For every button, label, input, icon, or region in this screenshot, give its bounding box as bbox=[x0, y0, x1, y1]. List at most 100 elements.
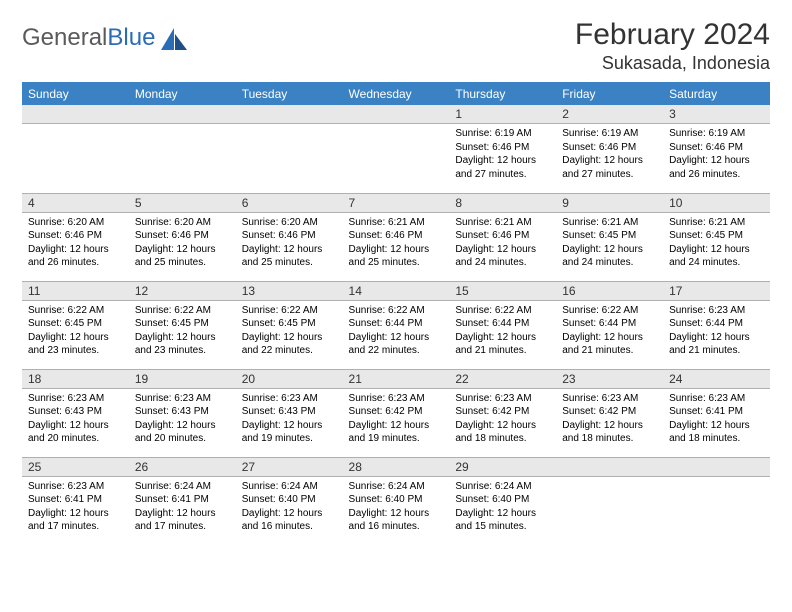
sunrise-text: Sunrise: 6:22 AM bbox=[28, 304, 123, 318]
daylight-text: Daylight: 12 hours and 27 minutes. bbox=[562, 154, 657, 181]
calendar-cell: 2Sunrise: 6:19 AMSunset: 6:46 PMDaylight… bbox=[556, 105, 663, 193]
date-number: 10 bbox=[663, 194, 770, 213]
date-number: 8 bbox=[449, 194, 556, 213]
sunset-text: Sunset: 6:46 PM bbox=[135, 229, 230, 243]
date-number: 3 bbox=[663, 105, 770, 124]
calendar-cell: 28Sunrise: 6:24 AMSunset: 6:40 PMDayligh… bbox=[343, 457, 450, 545]
daylight-text: Daylight: 12 hours and 16 minutes. bbox=[242, 507, 337, 534]
sunrise-text: Sunrise: 6:23 AM bbox=[242, 392, 337, 406]
sunrise-text: Sunrise: 6:22 AM bbox=[242, 304, 337, 318]
cell-body: Sunrise: 6:22 AMSunset: 6:45 PMDaylight:… bbox=[129, 301, 236, 365]
calendar-cell: 22Sunrise: 6:23 AMSunset: 6:42 PMDayligh… bbox=[449, 369, 556, 457]
date-number: 11 bbox=[22, 282, 129, 301]
brand-part1: General bbox=[22, 24, 107, 52]
daylight-text: Daylight: 12 hours and 18 minutes. bbox=[669, 419, 764, 446]
page-header: GeneralBlue February 2024 Sukasada, Indo… bbox=[22, 18, 770, 74]
sunset-text: Sunset: 6:45 PM bbox=[242, 317, 337, 331]
date-number: 16 bbox=[556, 282, 663, 301]
sunset-text: Sunset: 6:41 PM bbox=[669, 405, 764, 419]
daylight-text: Daylight: 12 hours and 19 minutes. bbox=[349, 419, 444, 446]
sunset-text: Sunset: 6:43 PM bbox=[242, 405, 337, 419]
daylight-text: Daylight: 12 hours and 17 minutes. bbox=[135, 507, 230, 534]
sunrise-text: Sunrise: 6:20 AM bbox=[135, 216, 230, 230]
cell-body: Sunrise: 6:19 AMSunset: 6:46 PMDaylight:… bbox=[449, 124, 556, 188]
cell-body: Sunrise: 6:23 AMSunset: 6:41 PMDaylight:… bbox=[22, 477, 129, 541]
date-number bbox=[22, 105, 129, 124]
calendar-cell: 29Sunrise: 6:24 AMSunset: 6:40 PMDayligh… bbox=[449, 457, 556, 545]
date-number: 18 bbox=[22, 370, 129, 389]
calendar-cell bbox=[236, 105, 343, 193]
cell-body: Sunrise: 6:23 AMSunset: 6:43 PMDaylight:… bbox=[236, 389, 343, 453]
sunset-text: Sunset: 6:40 PM bbox=[455, 493, 550, 507]
calendar-cell: 25Sunrise: 6:23 AMSunset: 6:41 PMDayligh… bbox=[22, 457, 129, 545]
day-header: Friday bbox=[556, 83, 663, 106]
date-number: 23 bbox=[556, 370, 663, 389]
date-number bbox=[556, 458, 663, 477]
day-of-week-row: SundayMondayTuesdayWednesdayThursdayFrid… bbox=[22, 83, 770, 106]
daylight-text: Daylight: 12 hours and 25 minutes. bbox=[135, 243, 230, 270]
calendar-cell: 1Sunrise: 6:19 AMSunset: 6:46 PMDaylight… bbox=[449, 105, 556, 193]
date-number: 15 bbox=[449, 282, 556, 301]
daylight-text: Daylight: 12 hours and 27 minutes. bbox=[455, 154, 550, 181]
brand-logo: GeneralBlue bbox=[22, 18, 187, 52]
calendar-cell: 20Sunrise: 6:23 AMSunset: 6:43 PMDayligh… bbox=[236, 369, 343, 457]
date-number: 7 bbox=[343, 194, 450, 213]
daylight-text: Daylight: 12 hours and 24 minutes. bbox=[455, 243, 550, 270]
sunset-text: Sunset: 6:45 PM bbox=[28, 317, 123, 331]
sunset-text: Sunset: 6:45 PM bbox=[562, 229, 657, 243]
sunrise-text: Sunrise: 6:23 AM bbox=[669, 304, 764, 318]
cell-body: Sunrise: 6:21 AMSunset: 6:45 PMDaylight:… bbox=[663, 213, 770, 277]
sunrise-text: Sunrise: 6:20 AM bbox=[28, 216, 123, 230]
date-number: 9 bbox=[556, 194, 663, 213]
daylight-text: Daylight: 12 hours and 23 minutes. bbox=[135, 331, 230, 358]
calendar-cell: 19Sunrise: 6:23 AMSunset: 6:43 PMDayligh… bbox=[129, 369, 236, 457]
daylight-text: Daylight: 12 hours and 19 minutes. bbox=[242, 419, 337, 446]
date-number: 26 bbox=[129, 458, 236, 477]
calendar-cell bbox=[556, 457, 663, 545]
cell-body: Sunrise: 6:24 AMSunset: 6:41 PMDaylight:… bbox=[129, 477, 236, 541]
date-number: 19 bbox=[129, 370, 236, 389]
date-number bbox=[663, 458, 770, 477]
sunrise-text: Sunrise: 6:19 AM bbox=[455, 127, 550, 141]
sunset-text: Sunset: 6:44 PM bbox=[669, 317, 764, 331]
calendar-cell: 6Sunrise: 6:20 AMSunset: 6:46 PMDaylight… bbox=[236, 193, 343, 281]
sunset-text: Sunset: 6:42 PM bbox=[562, 405, 657, 419]
sunrise-text: Sunrise: 6:23 AM bbox=[135, 392, 230, 406]
calendar-cell: 9Sunrise: 6:21 AMSunset: 6:45 PMDaylight… bbox=[556, 193, 663, 281]
daylight-text: Daylight: 12 hours and 25 minutes. bbox=[349, 243, 444, 270]
page-title: February 2024 bbox=[575, 18, 770, 51]
daylight-text: Daylight: 12 hours and 26 minutes. bbox=[28, 243, 123, 270]
cell-body: Sunrise: 6:24 AMSunset: 6:40 PMDaylight:… bbox=[236, 477, 343, 541]
cell-body: Sunrise: 6:21 AMSunset: 6:46 PMDaylight:… bbox=[343, 213, 450, 277]
calendar-cell: 24Sunrise: 6:23 AMSunset: 6:41 PMDayligh… bbox=[663, 369, 770, 457]
sunrise-text: Sunrise: 6:22 AM bbox=[349, 304, 444, 318]
sunset-text: Sunset: 6:43 PM bbox=[28, 405, 123, 419]
daylight-text: Daylight: 12 hours and 21 minutes. bbox=[562, 331, 657, 358]
sunset-text: Sunset: 6:41 PM bbox=[28, 493, 123, 507]
cell-body bbox=[22, 124, 129, 188]
calendar-week: 1Sunrise: 6:19 AMSunset: 6:46 PMDaylight… bbox=[22, 105, 770, 193]
day-header: Thursday bbox=[449, 83, 556, 106]
sunrise-text: Sunrise: 6:21 AM bbox=[455, 216, 550, 230]
calendar-cell: 7Sunrise: 6:21 AMSunset: 6:46 PMDaylight… bbox=[343, 193, 450, 281]
date-number: 28 bbox=[343, 458, 450, 477]
cell-body: Sunrise: 6:23 AMSunset: 6:43 PMDaylight:… bbox=[129, 389, 236, 453]
daylight-text: Daylight: 12 hours and 21 minutes. bbox=[455, 331, 550, 358]
calendar-cell: 14Sunrise: 6:22 AMSunset: 6:44 PMDayligh… bbox=[343, 281, 450, 369]
daylight-text: Daylight: 12 hours and 18 minutes. bbox=[562, 419, 657, 446]
calendar-cell: 17Sunrise: 6:23 AMSunset: 6:44 PMDayligh… bbox=[663, 281, 770, 369]
date-number: 29 bbox=[449, 458, 556, 477]
sunset-text: Sunset: 6:46 PM bbox=[28, 229, 123, 243]
calendar-week: 4Sunrise: 6:20 AMSunset: 6:46 PMDaylight… bbox=[22, 193, 770, 281]
calendar-cell: 23Sunrise: 6:23 AMSunset: 6:42 PMDayligh… bbox=[556, 369, 663, 457]
sunset-text: Sunset: 6:40 PM bbox=[349, 493, 444, 507]
sunset-text: Sunset: 6:42 PM bbox=[455, 405, 550, 419]
cell-body bbox=[663, 477, 770, 541]
calendar-cell: 21Sunrise: 6:23 AMSunset: 6:42 PMDayligh… bbox=[343, 369, 450, 457]
date-number: 24 bbox=[663, 370, 770, 389]
cell-body: Sunrise: 6:22 AMSunset: 6:44 PMDaylight:… bbox=[343, 301, 450, 365]
sunset-text: Sunset: 6:42 PM bbox=[349, 405, 444, 419]
sunrise-text: Sunrise: 6:23 AM bbox=[28, 392, 123, 406]
sunset-text: Sunset: 6:44 PM bbox=[562, 317, 657, 331]
brand-part2: Blue bbox=[107, 24, 155, 52]
